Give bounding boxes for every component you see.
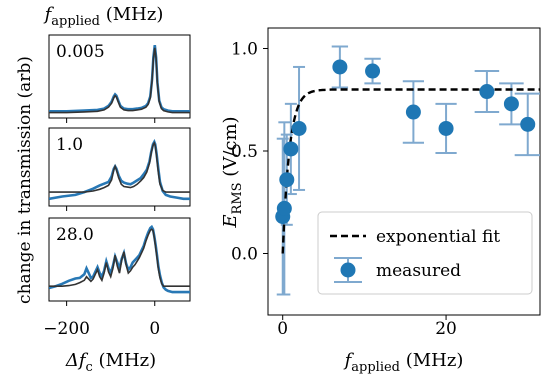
y-tick-label: 0.5 <box>231 142 258 162</box>
panel-frame <box>48 127 191 207</box>
measured-point <box>276 200 292 216</box>
x-tick-label: −200 <box>43 319 90 339</box>
field-y-axis-label-main: E <box>220 214 241 228</box>
measured-point <box>365 63 381 79</box>
spectra-title-sub: applied <box>51 14 100 29</box>
legend-measured-label: measured <box>376 261 461 281</box>
measured-point <box>279 172 295 188</box>
legend: exponential fit measured <box>317 211 533 295</box>
spectra-x-axis-label-sub: c <box>86 360 93 375</box>
legend-box <box>317 211 533 295</box>
y-tick-label: 0.0 <box>231 245 258 265</box>
field-x-axis-label-unit: (MHz) <box>400 350 463 371</box>
spectra-x-axis-label: Δfc (MHz) <box>65 350 156 375</box>
x-tick-label: 0 <box>277 319 288 339</box>
fit-trace <box>49 228 190 288</box>
measured-point <box>405 104 421 120</box>
measured-point <box>479 84 495 100</box>
measured-point <box>520 116 536 132</box>
panel-label: 1.0 <box>56 135 83 155</box>
x-tick-label: 20 <box>435 319 457 339</box>
spectra-title-unit: (MHz) <box>100 4 163 25</box>
panel-label: 28.0 <box>56 225 94 245</box>
field-y-axis-label-unit: (V/cm) <box>220 116 241 182</box>
measured-point <box>503 96 519 112</box>
x-tick-label: 0 <box>149 319 160 339</box>
measured-point <box>332 59 348 75</box>
y-tick-label: 1.0 <box>231 40 258 60</box>
field-y-axis-label: ERMS (V/cm) <box>220 116 245 228</box>
fit-trace <box>49 47 190 114</box>
measured-point <box>438 120 454 136</box>
panel-label: 0.005 <box>56 42 105 62</box>
spectrum-panel-1: 0.005 <box>48 34 191 123</box>
spectra-x-axis-label-main: Δf <box>65 350 89 371</box>
spectra-y-axis-label: change in transmission (arb) <box>15 56 35 304</box>
spectra-x-axis-label-unit: (MHz) <box>93 350 156 371</box>
fit-trace <box>49 141 190 193</box>
field-x-axis-label-sub: applied <box>351 360 400 375</box>
panel-frame <box>48 217 191 302</box>
field-x-axis-label: fapplied (MHz) <box>343 350 464 375</box>
legend-fit-label: exponential fit <box>376 227 500 247</box>
field-y-axis-label-sub: RMS <box>230 182 245 214</box>
spectrum-panel-3: 28.0 <box>48 217 191 306</box>
spectrum-panel-2: 1.0 <box>48 127 191 211</box>
legend-marker <box>340 262 356 278</box>
measured-point <box>291 120 307 136</box>
exponential-fit-line <box>281 88 540 254</box>
field-vs-frequency-plot: 0.0 0.5 1.0 0 20 ERMS (V/cm) fapplied (MHz) exp… <box>220 27 541 375</box>
spectra-title: fapplied (MHz) <box>43 4 164 29</box>
measured-point <box>283 141 299 157</box>
